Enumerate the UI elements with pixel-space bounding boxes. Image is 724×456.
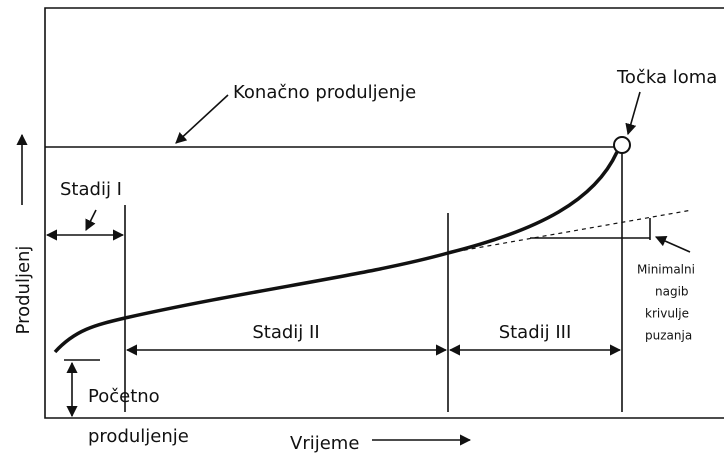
stage-label: Stadij II [252,322,319,343]
pointer-arrow [654,235,691,253]
slope-label: nagib [655,285,689,299]
slope-label: krivulje [645,307,689,321]
creep-curve [53,151,619,354]
pointer-arrow [85,209,97,232]
pointer-arrow [625,91,641,136]
frame [44,7,724,419]
final-label: Konačno produljenje [233,82,416,103]
stage-label: Stadij I [60,179,122,200]
tangent-line [447,209,693,254]
break-point [613,136,631,154]
initial-label: produljenje [88,426,189,447]
y-axis-label: Produljenj [13,246,34,335]
x-axis-label: Vrijeme [290,433,359,454]
slope-label: puzanja [645,329,692,343]
slope-label: Minimalni [637,263,695,277]
frame-box [44,7,724,419]
pointer-arrow [175,94,229,144]
initial-label: Početno [88,386,160,407]
stage-label: Stadij III [499,322,572,343]
break-label: Točka loma [616,67,717,88]
